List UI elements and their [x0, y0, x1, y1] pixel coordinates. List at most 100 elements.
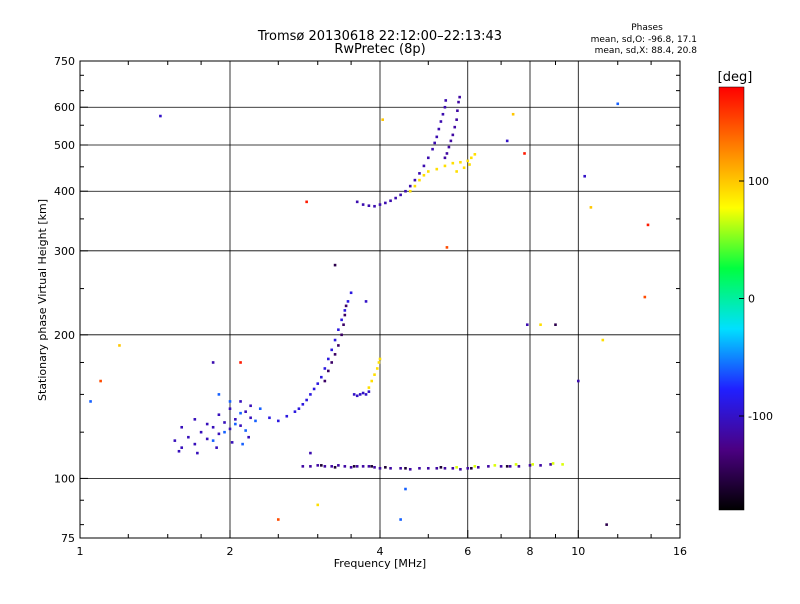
data-point: [643, 295, 647, 299]
data-point: [370, 379, 374, 383]
data-point: [333, 263, 337, 267]
data-points: [89, 95, 650, 526]
data-point: [466, 466, 470, 470]
x-tick-label: 16: [673, 545, 687, 558]
data-point: [349, 291, 353, 295]
data-point: [364, 300, 368, 303]
data-point: [539, 464, 542, 467]
data-point: [234, 422, 237, 426]
data-point: [337, 328, 340, 331]
data-point: [445, 152, 449, 155]
data-point: [539, 323, 542, 327]
data-point: [330, 361, 334, 364]
data-point: [211, 361, 215, 364]
data-point: [459, 160, 462, 164]
y-tick-label: 200: [54, 329, 75, 342]
x-tick-label: 1: [77, 545, 84, 558]
data-point: [443, 466, 447, 470]
data-point: [462, 166, 466, 170]
colorbar-tick-label: -100: [748, 410, 773, 423]
data-point: [378, 357, 382, 361]
x-tick-label: 4: [377, 545, 384, 558]
data-point: [549, 463, 552, 466]
data-point: [239, 424, 242, 427]
data-point: [453, 125, 457, 129]
data-point: [505, 465, 509, 468]
y-tick-label: 400: [54, 185, 75, 198]
data-point: [378, 466, 382, 470]
data-point: [228, 400, 232, 403]
phases-title: Phases: [631, 23, 663, 33]
data-point: [193, 418, 197, 421]
data-point: [455, 466, 458, 469]
data-point: [422, 173, 426, 177]
data-point: [367, 386, 371, 389]
data-point: [177, 449, 181, 453]
data-point: [241, 442, 244, 446]
data-point: [180, 425, 184, 429]
data-point: [381, 118, 384, 121]
data-point: [445, 246, 449, 249]
data-point: [301, 403, 305, 406]
colorbar-label: [deg]: [718, 70, 753, 85]
data-point: [327, 357, 330, 361]
data-point: [337, 464, 340, 467]
data-point: [470, 466, 473, 470]
data-point: [230, 441, 234, 444]
data-point: [525, 323, 529, 327]
chart-title: Tromsø 20130618 22:12:00–22:13:43: [257, 29, 502, 44]
data-point: [344, 304, 348, 308]
data-point: [355, 394, 359, 398]
y-tick-label: 600: [54, 101, 75, 114]
x-tick-label: 8: [527, 545, 534, 558]
data-point: [173, 439, 177, 442]
data-point: [187, 435, 190, 439]
data-point: [333, 353, 337, 356]
data-point: [443, 156, 447, 160]
data-point: [413, 184, 417, 188]
data-point: [239, 400, 242, 403]
data-point: [373, 373, 376, 376]
data-point: [180, 446, 184, 449]
data-point: [470, 156, 473, 160]
chart-subtitle: RwPretec (8p): [334, 42, 425, 57]
data-point: [373, 466, 376, 469]
colorbar-ticks: 100 0 -100: [739, 175, 773, 423]
data-point: [211, 425, 215, 429]
y-tick-label: 75: [61, 532, 75, 545]
data-point: [196, 451, 199, 455]
data-point: [355, 465, 359, 468]
data-point: [459, 467, 462, 471]
data-point: [367, 204, 371, 207]
data-point: [367, 465, 371, 468]
data-point: [244, 410, 247, 413]
data-point: [447, 145, 451, 149]
data-point: [408, 189, 412, 193]
data-point: [285, 414, 289, 418]
data-point: [358, 393, 362, 396]
data-point: [443, 164, 447, 168]
data-point: [451, 133, 455, 137]
data-point: [473, 465, 477, 468]
data-point: [466, 159, 470, 163]
data-point: [422, 164, 426, 168]
data-point: [118, 344, 121, 347]
data-point: [333, 466, 337, 469]
data-point: [499, 465, 503, 468]
data-point: [457, 100, 460, 104]
data-point: [89, 400, 92, 403]
data-point: [249, 404, 252, 408]
data-point: [441, 112, 445, 116]
data-point: [433, 141, 436, 145]
data-point: [455, 118, 458, 121]
data-point: [305, 398, 308, 402]
data-point: [193, 442, 197, 446]
data-point: [589, 206, 593, 209]
data-point: [199, 430, 203, 434]
data-point: [370, 465, 374, 468]
data-point: [455, 170, 458, 173]
data-point: [223, 421, 226, 424]
data-point: [323, 367, 327, 370]
